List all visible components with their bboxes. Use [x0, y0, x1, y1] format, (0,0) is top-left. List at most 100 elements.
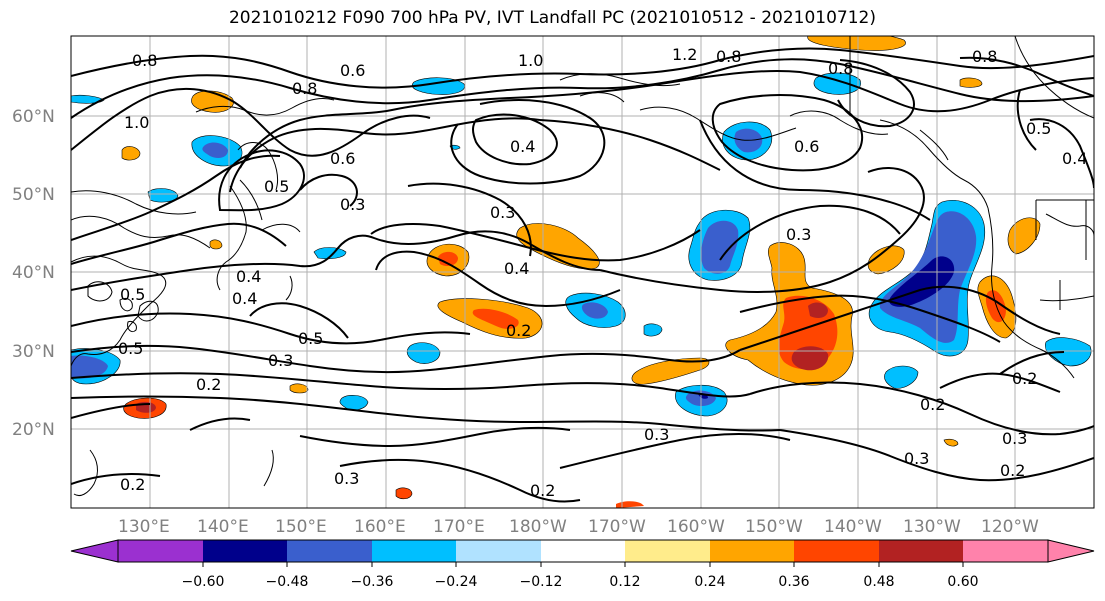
positive-anomaly — [867, 245, 905, 275]
positive-anomaly — [289, 383, 309, 394]
contour-label: 0.5 — [1026, 119, 1051, 138]
contour-label: 0.2 — [1012, 369, 1037, 388]
positive-anomaly — [395, 487, 413, 500]
lat-label: 20°N — [12, 420, 55, 440]
negative-anomaly — [643, 323, 663, 337]
colorbar-segment — [625, 540, 710, 562]
colorbar-extend-high — [1047, 539, 1095, 563]
colorbar-tick-label: −0.60 — [182, 574, 225, 590]
contour-label: 0.6 — [330, 149, 355, 168]
map-frame — [70, 35, 1095, 509]
colorbar-tick-label: −0.12 — [520, 574, 563, 590]
contour-label: 0.8 — [292, 79, 317, 98]
colorbar-tick-label: 0.48 — [863, 574, 894, 590]
lat-label: 30°N — [12, 342, 55, 362]
negative-anomaly — [406, 342, 441, 364]
negative-anomaly — [313, 247, 347, 260]
positive-anomaly — [1007, 217, 1041, 255]
colorbar-tick-label: −0.24 — [435, 574, 478, 590]
positive-anomaly — [209, 239, 223, 250]
negative-anomaly — [147, 188, 179, 203]
lon-label: 140°W — [824, 517, 882, 537]
positive-anomaly-core — [808, 302, 828, 318]
contour-label: 1.0 — [518, 51, 543, 70]
negative-anomaly-core — [581, 302, 608, 319]
negative-anomaly-core — [202, 142, 228, 158]
colorbar-tick-label: 0.60 — [947, 574, 978, 590]
contour-label: 1.2 — [672, 45, 697, 64]
positive-anomaly — [807, 36, 906, 51]
contour-label: 0.8 — [716, 47, 741, 66]
latitude-labels: 60°N 50°N 40°N 30°N 20°N — [12, 107, 55, 440]
pv-contours — [71, 47, 1094, 503]
lon-label: 160°E — [354, 517, 406, 537]
negative-anomaly — [813, 72, 861, 95]
contour-label: 0.3 — [644, 425, 669, 444]
contour-label: 0.3 — [340, 195, 365, 214]
contour-label: 0.4 — [504, 259, 529, 278]
contour-label: 0.5 — [120, 285, 145, 304]
lon-label: 150°E — [275, 517, 327, 537]
colorbar-segment — [879, 540, 963, 562]
positive-anomaly — [631, 357, 710, 385]
lon-label: 130°W — [903, 517, 961, 537]
lat-label: 40°N — [12, 263, 55, 283]
contour-label: 0.8 — [828, 59, 853, 78]
colorbar-segment — [541, 540, 625, 562]
colorbar-tick-labels: −0.60 −0.48 −0.36 −0.24 −0.12 0.12 0.24 … — [182, 574, 979, 590]
contour-label: 0.3 — [268, 351, 293, 370]
colorbar: −0.60 −0.48 −0.36 −0.24 −0.12 0.12 0.24 … — [70, 539, 1095, 590]
lon-label: 120°W — [981, 517, 1039, 537]
negative-anomaly-mid — [701, 220, 739, 274]
contour-label: 0.6 — [794, 137, 819, 156]
contour-label: 0.2 — [1000, 461, 1025, 480]
lon-label: 140°E — [197, 517, 249, 537]
contour-label: 0.2 — [506, 321, 531, 340]
positive-anomaly — [121, 146, 141, 161]
colorbar-tick-label: 0.24 — [694, 574, 725, 590]
negative-anomaly-core — [71, 355, 108, 379]
colorbar-segment — [794, 540, 879, 562]
contour-label: 0.3 — [490, 203, 515, 222]
negative-anomaly — [339, 395, 369, 411]
colorbar-segment — [710, 540, 794, 562]
lon-label: 150°W — [745, 517, 803, 537]
longitude-labels: 130°E 140°E 150°E 160°E 170°E 180°W 170°… — [118, 517, 1039, 537]
contour-label: 0.3 — [904, 449, 929, 468]
contour-label: 0.6 — [340, 61, 365, 80]
lon-label: 180°W — [509, 517, 567, 537]
colorbar-segment — [963, 540, 1048, 562]
colorbar-ticks — [202, 562, 964, 567]
colorbar-segment — [203, 540, 287, 562]
colorbar-tick-label: 0.36 — [778, 574, 809, 590]
lon-label: 160°W — [667, 517, 725, 537]
contour-label: 0.2 — [120, 475, 145, 494]
contour-label: 0.2 — [530, 481, 555, 500]
contour-label: 1.0 — [124, 113, 149, 132]
positive-anomaly-core — [438, 251, 458, 266]
positive-anomaly — [616, 501, 644, 508]
contour-label: 0.3 — [334, 469, 359, 488]
lon-label: 170°W — [588, 517, 646, 537]
lat-label: 60°N — [12, 107, 55, 127]
contour-label: 0.4 — [232, 289, 257, 308]
contour-labels: 0.8 0.6 0.8 1.0 1.2 0.8 0.8 0.8 1.0 0.6 … — [118, 45, 1087, 500]
lon-label: 170°E — [433, 517, 485, 537]
negative-anomaly — [412, 77, 465, 95]
map-panel: 0.8 0.6 0.8 1.0 1.2 0.8 0.8 0.8 1.0 0.6 … — [70, 35, 1095, 509]
contour-label: 0.4 — [510, 137, 535, 156]
contour-label: 0.5 — [118, 339, 143, 358]
map-title: 2021010212 F090 700 hPa PV, IVT Landfall… — [228, 8, 876, 28]
colorbar-segment — [456, 540, 541, 562]
colorbar-extend-low — [70, 539, 119, 563]
colorbar-segment — [118, 540, 203, 562]
contour-label: 0.8 — [132, 51, 157, 70]
colorbar-segment — [372, 540, 456, 562]
contour-label: 0.2 — [920, 395, 945, 414]
positive-anomaly — [959, 77, 983, 88]
colorbar-tick-label: 0.12 — [609, 574, 640, 590]
positive-anomaly — [943, 438, 959, 447]
contour-label: 0.3 — [786, 225, 811, 244]
colorbar-frame — [117, 539, 1049, 563]
